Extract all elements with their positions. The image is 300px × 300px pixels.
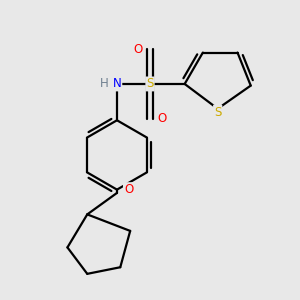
Text: N: N bbox=[112, 77, 122, 91]
Text: S: S bbox=[146, 77, 154, 91]
Text: O: O bbox=[134, 43, 143, 56]
Text: O: O bbox=[124, 183, 133, 196]
Text: O: O bbox=[157, 112, 166, 125]
Text: S: S bbox=[214, 106, 221, 118]
Text: H: H bbox=[100, 77, 109, 91]
